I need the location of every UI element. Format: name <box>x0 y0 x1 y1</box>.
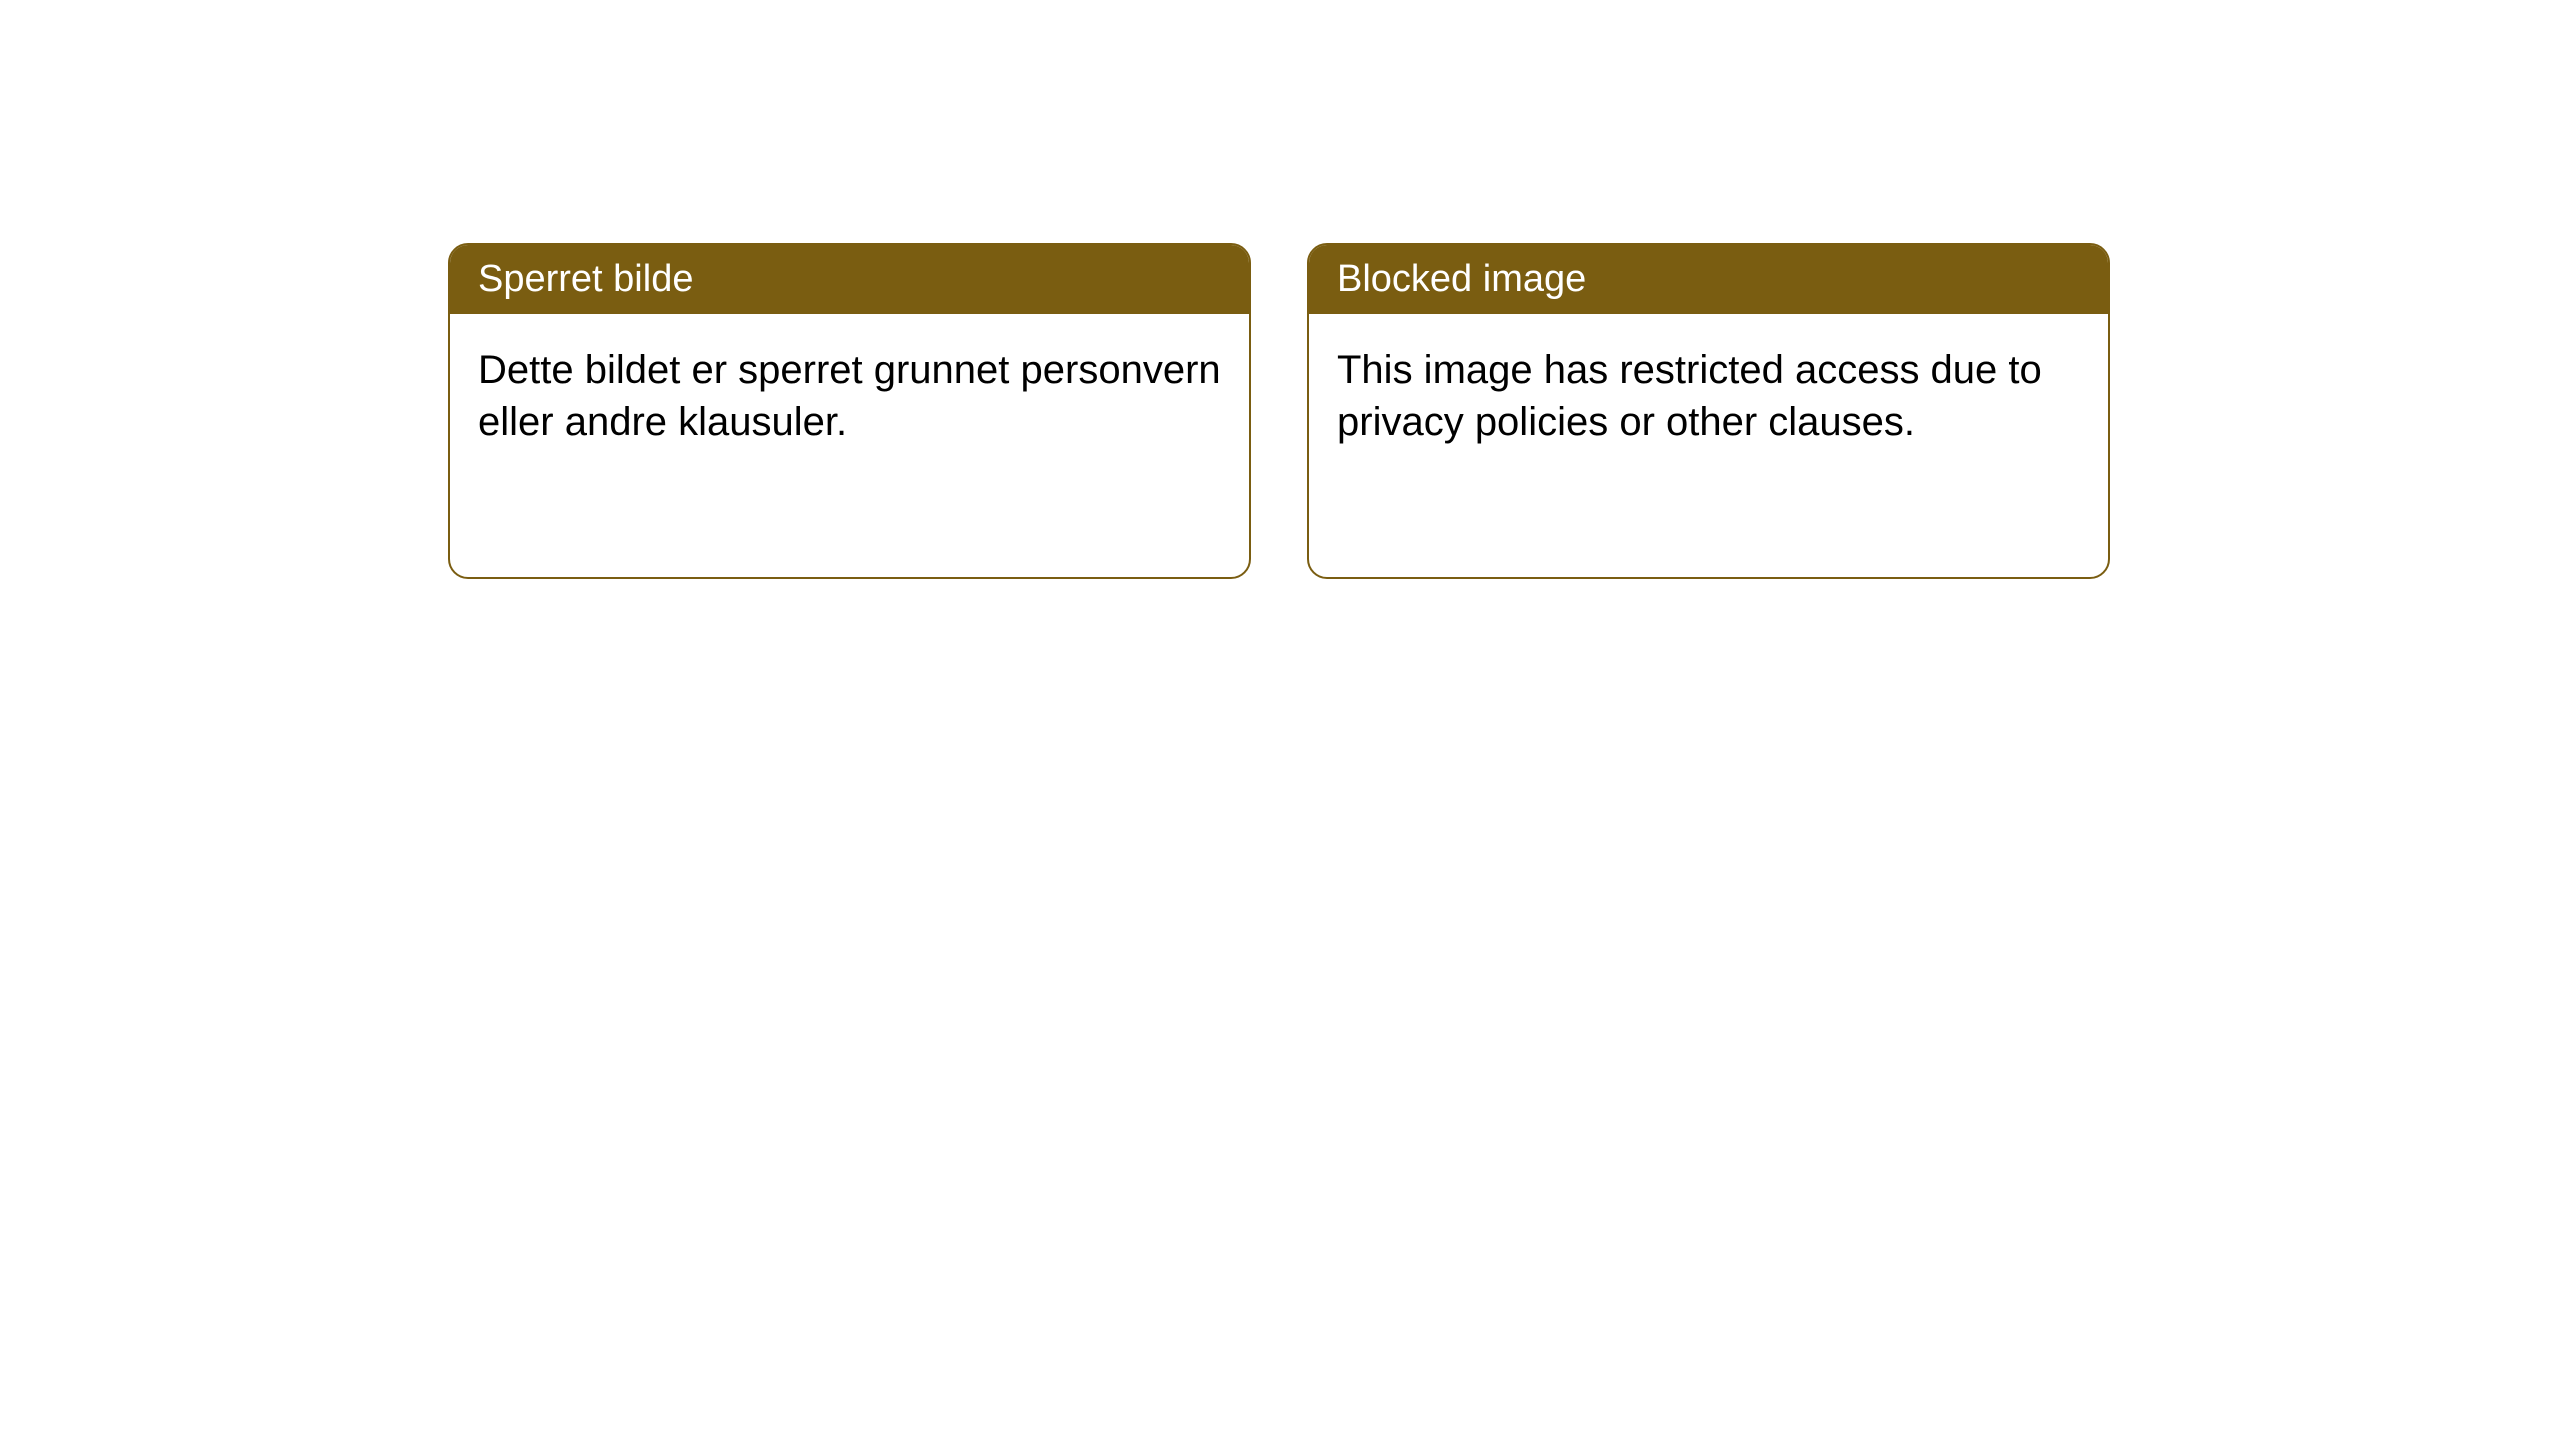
notice-body-english: This image has restricted access due to … <box>1309 314 2108 478</box>
notice-title-english: Blocked image <box>1337 258 1586 300</box>
notice-header-english: Blocked image <box>1309 245 2108 314</box>
notice-title-norwegian: Sperret bilde <box>478 258 693 300</box>
notice-box-norwegian: Sperret bilde Dette bildet er sperret gr… <box>448 243 1251 579</box>
notice-box-english: Blocked image This image has restricted … <box>1307 243 2110 579</box>
notice-text-english: This image has restricted access due to … <box>1337 348 2042 444</box>
notice-body-norwegian: Dette bildet er sperret grunnet personve… <box>450 314 1249 478</box>
notice-text-norwegian: Dette bildet er sperret grunnet personve… <box>478 348 1221 444</box>
notice-container: Sperret bilde Dette bildet er sperret gr… <box>448 243 2110 579</box>
notice-header-norwegian: Sperret bilde <box>450 245 1249 314</box>
